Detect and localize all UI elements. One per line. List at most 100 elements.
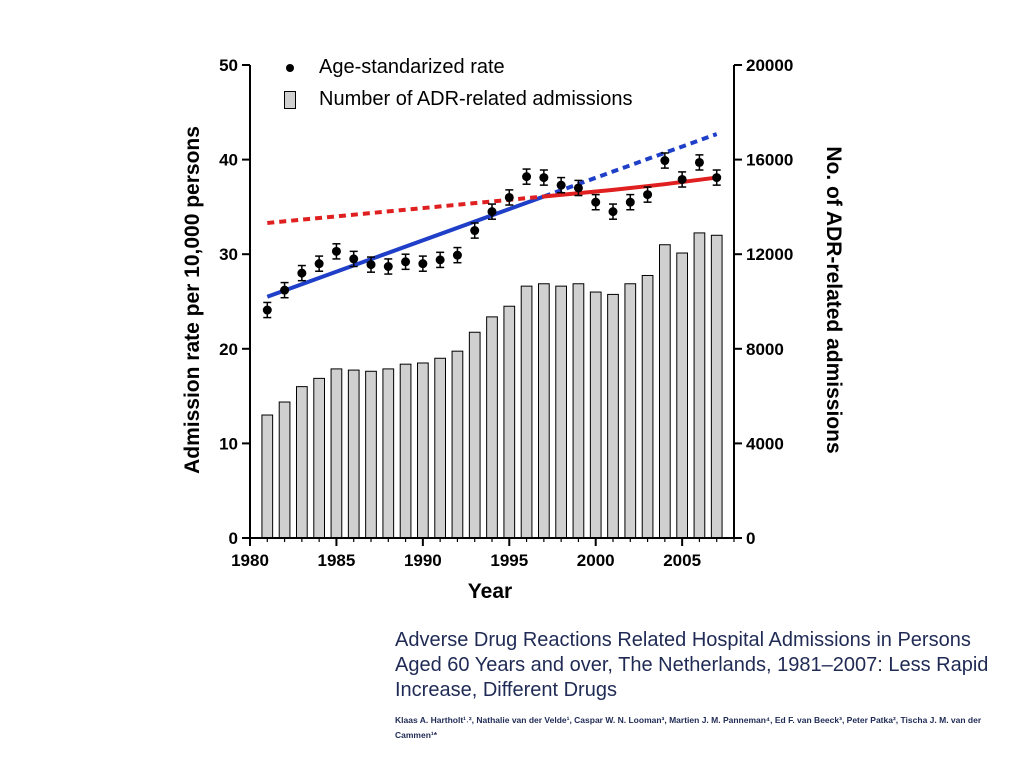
bar-1992 [451, 350, 464, 539]
bar-1994 [486, 316, 498, 539]
bar-2001 [607, 293, 619, 539]
rate-point-1982 [280, 281, 290, 299]
trend-line-2 [543, 132, 718, 199]
rate-point-1988 [383, 258, 393, 275]
rate-point-1992 [452, 246, 462, 264]
rate-point-1985 [331, 243, 341, 260]
bar-1984 [313, 377, 326, 539]
x-tick-label: 2000 [577, 551, 615, 570]
bar-1982 [278, 401, 291, 539]
trend-line-1 [266, 194, 545, 299]
rate-point-1998 [556, 176, 566, 194]
rate-point-1995 [504, 189, 514, 206]
rate-point-1999 [573, 179, 583, 197]
rate-marker [435, 255, 445, 265]
rate-marker [487, 207, 497, 217]
x-tick-label: 2005 [663, 551, 701, 570]
y-tick-label-right: 0 [746, 529, 755, 548]
rate-point-2007 [712, 169, 722, 186]
bar-1998 [555, 285, 568, 539]
y-axis-title-right: No. of ADR-related admissions [822, 146, 845, 454]
y-tick-label-right: 8000 [746, 340, 784, 359]
bar-1986 [347, 369, 360, 539]
y-tick-label-right: 20000 [746, 56, 793, 75]
legend-entry-admissions: Number of ADR-related admissions [275, 88, 632, 111]
rate-point-1986 [349, 250, 359, 268]
rate-point-1987 [366, 256, 376, 273]
rate-point-1991 [435, 251, 445, 269]
rate-marker [418, 259, 428, 269]
bar-1999 [572, 283, 585, 539]
bar-1995 [503, 305, 516, 539]
bar-1985 [330, 368, 343, 539]
rate-point-1981 [262, 301, 272, 319]
paper-authors: Klaas A. Hartholt¹˒², Nathalie van der V… [395, 715, 982, 740]
rate-point-2006 [694, 154, 704, 171]
rate-point-2000 [591, 193, 601, 211]
rate-point-2005 [677, 171, 687, 188]
x-tick-label: 1980 [231, 551, 269, 570]
paper-title: Adverse Drug Reactions Related Hospital … [395, 629, 989, 701]
bar-1988 [382, 368, 395, 539]
bar-2005 [676, 252, 689, 539]
rate-marker [677, 174, 687, 184]
axes: 0 10 20 30 40 50 0 4000 8000 12000 16000 20000 1980 1… [219, 56, 793, 570]
rate-point-1984 [314, 255, 324, 272]
bars-series [261, 232, 723, 539]
rate-point-2003 [643, 186, 653, 203]
y-tick-label-left: 30 [219, 245, 238, 264]
rate-point-2002 [625, 193, 635, 211]
bar-1996 [520, 285, 533, 539]
rate-marker [504, 192, 514, 202]
rate-marker [383, 261, 393, 271]
bar-1993 [468, 331, 481, 539]
bar-2000 [589, 291, 602, 539]
rate-point-1989 [401, 253, 411, 271]
bar-2006 [693, 232, 706, 539]
bar-1997 [537, 283, 550, 539]
rate-marker [591, 197, 601, 207]
legend-label-rate: Age-standarized rate [319, 56, 505, 78]
rate-marker [522, 172, 532, 182]
y-tick-label-left: 40 [219, 151, 238, 170]
rate-points [262, 152, 722, 319]
bar-2002 [624, 283, 637, 539]
rate-point-1996 [522, 168, 532, 185]
rate-point-2004 [660, 152, 670, 169]
bar-1983 [295, 386, 308, 539]
legend-entry-rate: Age-standarized rate [275, 56, 505, 79]
rate-point-1993 [470, 222, 480, 239]
y-tick-label-right: 12000 [746, 245, 793, 264]
legend-label-admissions: Number of ADR-related admissions [319, 88, 633, 110]
rate-marker [470, 226, 480, 236]
rate-point-1990 [418, 255, 428, 272]
rate-point-1997 [539, 169, 549, 186]
rate-marker [712, 173, 722, 183]
y-tick-label-right: 4000 [746, 434, 784, 453]
rate-point-2001 [608, 203, 618, 220]
rate-marker [608, 207, 618, 217]
y-axis-title-left: Admission rate per 10,000 persons [181, 126, 204, 474]
bar-icon [284, 90, 296, 109]
bar-1991 [434, 357, 447, 539]
rate-marker [366, 260, 376, 270]
y-tick-label-right: 16000 [746, 151, 793, 170]
dot-icon [286, 63, 294, 72]
rate-marker [539, 173, 549, 183]
x-tick-label: 1985 [318, 551, 356, 570]
y-tick-label-left: 10 [219, 434, 238, 453]
x-axis-title: Year [467, 580, 513, 603]
rate-marker [331, 246, 341, 256]
bar-2004 [658, 244, 671, 539]
x-tick-label: 1990 [404, 551, 442, 570]
bar-2003 [641, 274, 654, 539]
rate-marker [643, 190, 653, 200]
x-tick-label: 1995 [490, 551, 528, 570]
rate-marker [280, 285, 290, 295]
trend-line-3 [267, 194, 545, 225]
y-tick-label-left: 50 [219, 56, 238, 75]
rate-point-1983 [297, 264, 307, 282]
bar-2007 [710, 234, 723, 539]
rate-marker [297, 268, 307, 278]
rate-marker [556, 180, 566, 190]
